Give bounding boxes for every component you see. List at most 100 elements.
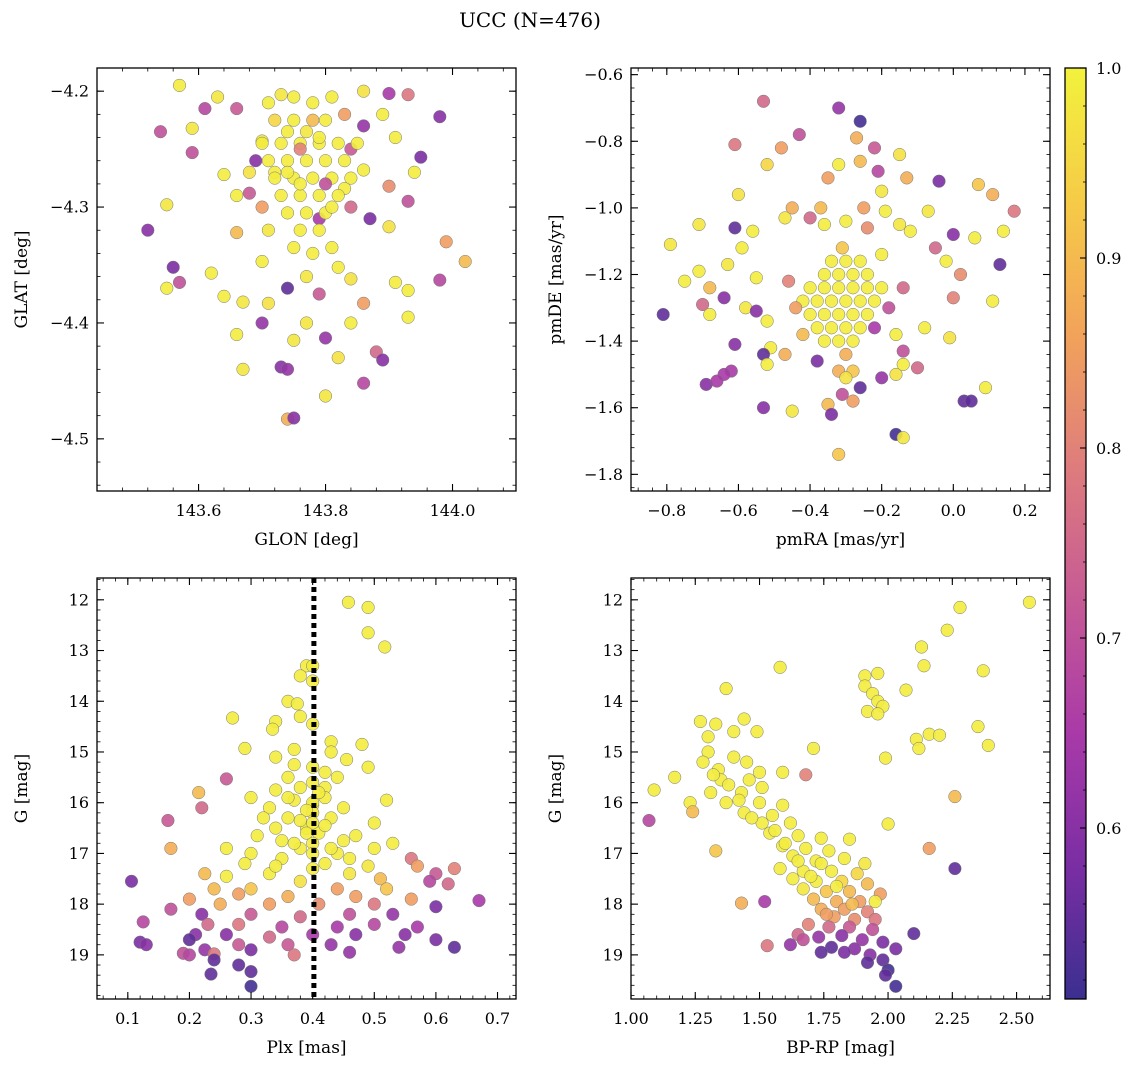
- y-tick-label: −0.8: [584, 132, 623, 151]
- data-point: [318, 113, 333, 127]
- data-point: [817, 334, 831, 348]
- data-point: [668, 770, 682, 784]
- axes-frame: [96, 67, 517, 492]
- data-point: [785, 201, 799, 215]
- data-point: [814, 831, 828, 845]
- data-point: [433, 273, 447, 287]
- data-point: [878, 968, 893, 982]
- scatter-points: [642, 595, 1036, 993]
- data-point: [382, 179, 396, 193]
- data-point: [338, 154, 352, 168]
- data-point: [312, 188, 326, 203]
- data-point: [373, 872, 387, 886]
- data-point: [774, 141, 788, 155]
- data-point: [299, 270, 314, 284]
- data-point: [232, 938, 246, 952]
- y-tick-label: −1.6: [584, 398, 623, 417]
- data-point: [281, 938, 295, 952]
- data-point: [735, 241, 749, 255]
- data-point: [195, 907, 209, 921]
- data-point: [727, 750, 741, 764]
- y-tick-label: −1.8: [584, 465, 623, 484]
- y-tick-label: −4.2: [50, 82, 89, 101]
- data-point: [244, 882, 258, 896]
- data-point: [768, 824, 782, 838]
- data-point: [357, 163, 371, 177]
- data-point: [878, 751, 893, 765]
- axes-frame: [630, 67, 1051, 492]
- data-point: [343, 945, 357, 959]
- colorbar-ticks: 0.6 0.7 0.8 0.9 1.0: [1080, 59, 1121, 981]
- data-point: [948, 790, 962, 804]
- data-point: [773, 862, 787, 876]
- data-point: [853, 381, 867, 395]
- data-point: [760, 939, 774, 953]
- data-point: [293, 177, 307, 191]
- data-point: [821, 171, 835, 185]
- data-point: [318, 765, 332, 779]
- data-point: [344, 171, 358, 185]
- data-point: [948, 862, 962, 876]
- data-point: [262, 897, 277, 911]
- data-point: [410, 920, 424, 934]
- data-point: [719, 682, 733, 696]
- data-point: [850, 131, 864, 145]
- data-point: [268, 113, 282, 127]
- data-point: [124, 874, 139, 888]
- data-point: [839, 254, 853, 268]
- data-point: [824, 407, 839, 421]
- data-point: [367, 917, 381, 931]
- data-point: [388, 130, 402, 145]
- data-point: [896, 281, 910, 295]
- data-point: [164, 902, 178, 916]
- data-point: [361, 600, 375, 614]
- data-point: [255, 200, 269, 214]
- data-point: [217, 168, 231, 182]
- data-point: [219, 928, 233, 942]
- data-point: [312, 287, 326, 301]
- data-point: [160, 281, 174, 295]
- data-point: [318, 154, 333, 168]
- x-tick-label: 0.2: [1012, 501, 1037, 520]
- data-point: [141, 223, 155, 237]
- y-axis-label: G [mag]: [546, 754, 566, 823]
- data-point: [853, 154, 867, 168]
- data-point: [889, 367, 903, 381]
- data-point: [803, 281, 817, 295]
- data-point: [244, 846, 258, 860]
- data-point: [312, 223, 326, 237]
- x-tick-label: 0.7: [485, 1009, 510, 1028]
- data-point: [244, 943, 258, 957]
- data-point: [706, 768, 720, 782]
- data-point: [832, 267, 846, 282]
- data-point: [837, 945, 851, 959]
- colorbar-tick-label: 0.8: [1096, 439, 1121, 458]
- scatter-points: [656, 94, 1021, 461]
- data-point: [868, 895, 882, 909]
- data-point: [871, 164, 885, 178]
- data-point: [204, 967, 218, 981]
- data-point: [287, 241, 301, 255]
- data-point: [350, 136, 364, 150]
- data-point: [378, 640, 392, 654]
- data-point: [740, 755, 754, 769]
- data-point: [899, 683, 913, 697]
- data-point: [832, 101, 846, 115]
- data-point: [830, 879, 844, 893]
- data-point: [349, 889, 363, 904]
- data-point: [299, 154, 314, 168]
- data-point: [185, 146, 199, 160]
- data-point: [907, 927, 921, 941]
- data-point: [853, 254, 867, 268]
- data-point: [299, 826, 314, 840]
- data-point: [367, 816, 381, 830]
- data-point: [367, 897, 381, 911]
- data-point: [458, 254, 472, 269]
- data-point: [810, 294, 824, 308]
- data-point: [835, 929, 849, 943]
- data-point: [219, 772, 233, 786]
- data-point: [261, 223, 275, 237]
- data-point: [244, 791, 258, 805]
- data-point: [344, 316, 358, 330]
